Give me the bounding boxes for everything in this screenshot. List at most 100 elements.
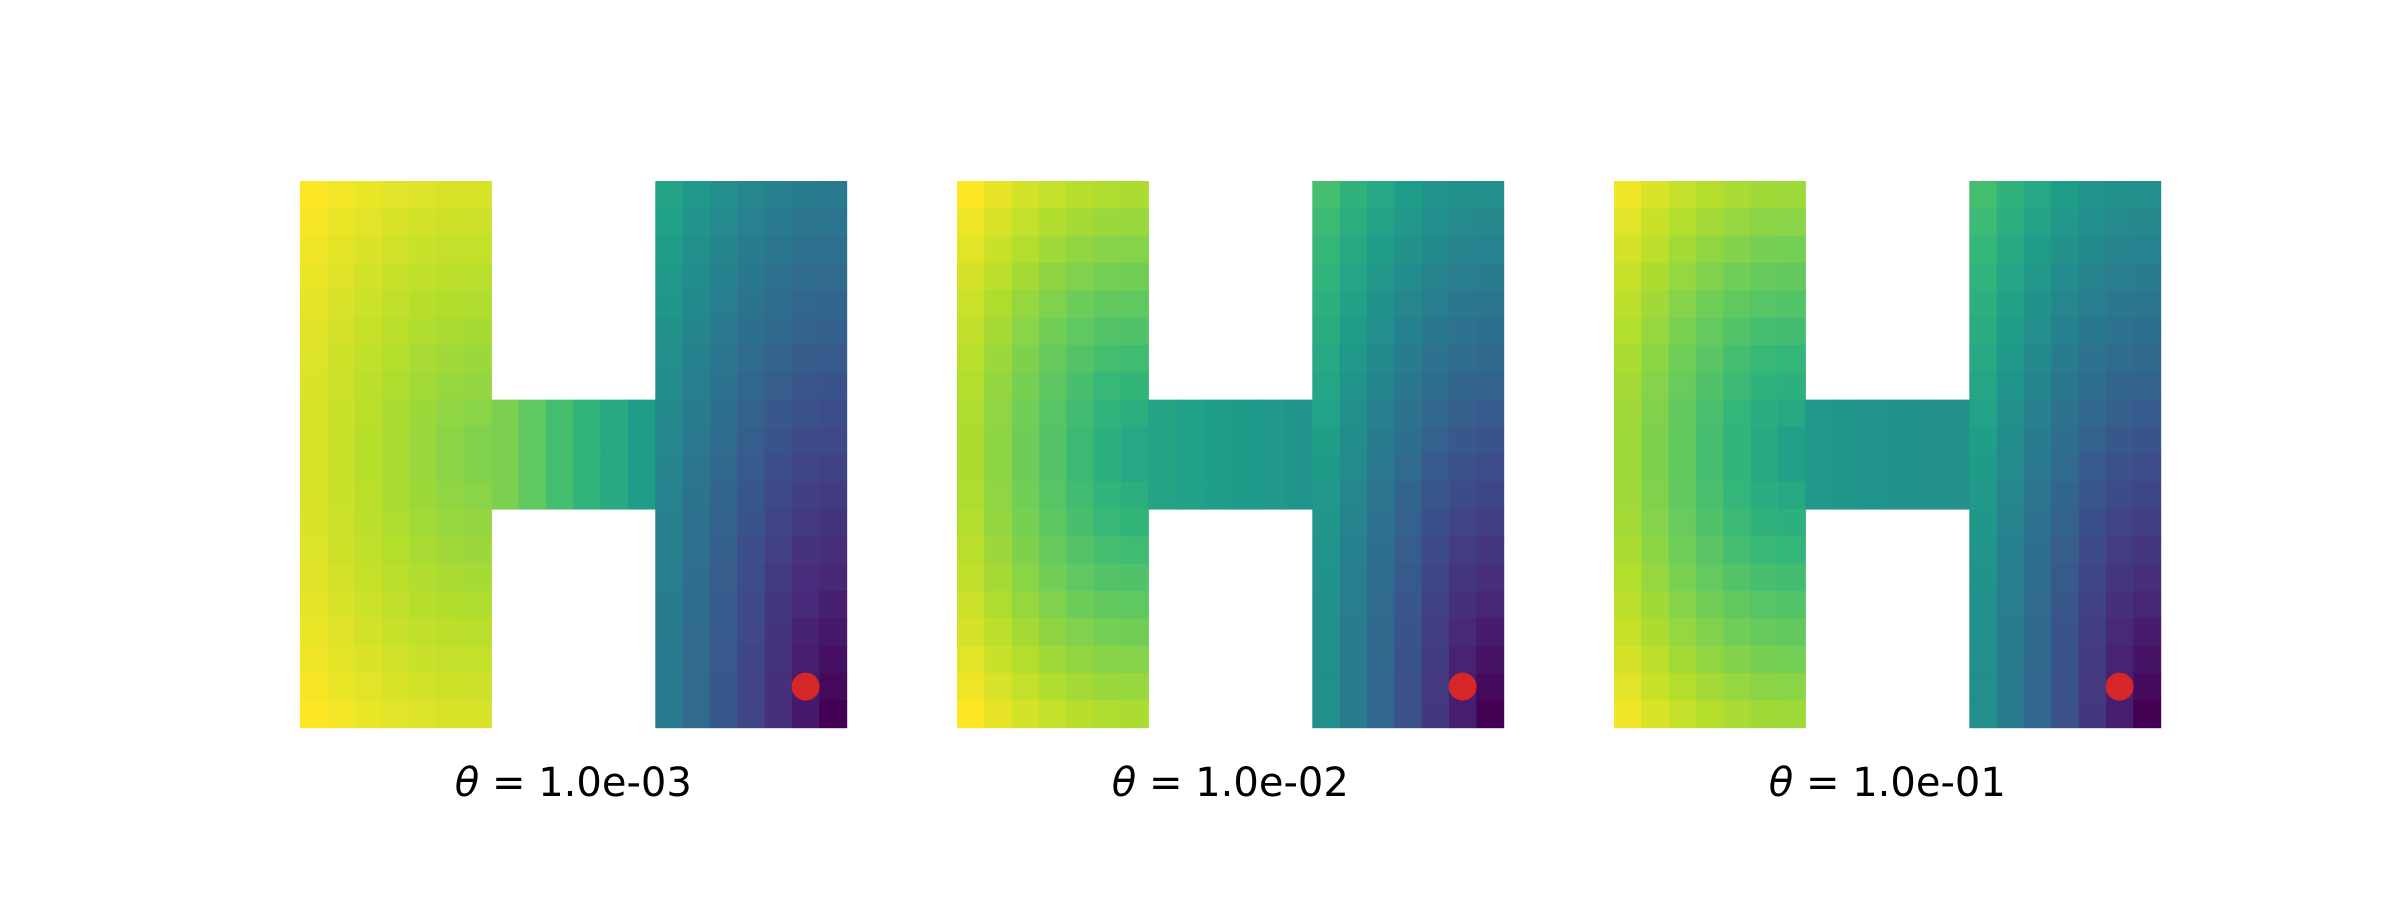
heatmap-cell bbox=[1668, 563, 1697, 592]
panel-caption: θ = 1.0e-02 bbox=[1112, 760, 1349, 806]
heatmap-cell bbox=[1969, 481, 1998, 510]
heatmap-cell bbox=[1421, 618, 1450, 647]
heatmap-cell bbox=[957, 290, 985, 319]
heatmap-cell bbox=[2023, 590, 2052, 619]
heatmap-cell bbox=[1448, 618, 1477, 647]
heatmap-cell bbox=[436, 344, 465, 373]
heatmap-cell bbox=[409, 317, 438, 346]
heatmap-cell bbox=[2105, 262, 2134, 291]
heatmap-cell bbox=[1394, 672, 1423, 701]
heatmap-cell bbox=[381, 317, 410, 346]
heatmap-cell bbox=[2023, 181, 2052, 209]
heatmap-cell bbox=[709, 454, 738, 483]
heatmap-cell bbox=[1777, 508, 1806, 537]
heatmap-cell bbox=[1312, 672, 1341, 701]
heatmap-cell bbox=[655, 454, 684, 483]
heatmap-cell bbox=[682, 672, 711, 701]
heatmap-cell bbox=[1093, 181, 1122, 209]
heatmap-cell bbox=[1614, 645, 1642, 674]
heatmap-cell bbox=[381, 536, 410, 565]
heatmap-cell bbox=[327, 590, 356, 619]
heatmap-cell bbox=[682, 454, 711, 483]
heatmap-cell bbox=[1093, 454, 1122, 483]
heatmap-cell bbox=[2023, 645, 2052, 674]
heatmap-cell bbox=[1120, 590, 1149, 619]
heatmap-cell bbox=[655, 481, 684, 510]
heatmap-cell bbox=[1695, 372, 1724, 401]
heatmap-cell bbox=[819, 372, 848, 401]
heatmap-cell bbox=[463, 426, 492, 455]
heatmap-cell bbox=[1996, 508, 2025, 537]
heatmap-cell bbox=[1038, 700, 1067, 729]
heatmap-cell bbox=[1038, 399, 1067, 428]
heatmap-cell bbox=[2078, 208, 2107, 237]
heatmap-cell bbox=[1969, 700, 1998, 729]
heatmap-cell bbox=[1366, 426, 1395, 455]
heatmap-cell bbox=[2023, 344, 2052, 373]
heatmap-cell bbox=[354, 590, 383, 619]
heatmap-cell bbox=[737, 290, 766, 319]
heatmap-cell bbox=[2078, 563, 2107, 592]
heatmap-cell bbox=[1011, 700, 1040, 729]
heatmap-cell bbox=[984, 672, 1013, 701]
heatmap-cell bbox=[1614, 508, 1642, 537]
heatmap-cell bbox=[1614, 618, 1642, 647]
heatmap-cell bbox=[1448, 508, 1477, 537]
heatmap-cell bbox=[463, 399, 492, 428]
heatmap-cell bbox=[1394, 372, 1423, 401]
heatmap-cell bbox=[1969, 290, 1998, 319]
heatmap-cell bbox=[2051, 262, 2080, 291]
heatmap-cell bbox=[1887, 481, 1916, 510]
heatmap-cell bbox=[1969, 344, 1998, 373]
heatmap-cell bbox=[1476, 317, 1505, 346]
heatmap-cell bbox=[1695, 645, 1724, 674]
heatmap-cell bbox=[436, 262, 465, 291]
heatmap-cell bbox=[300, 290, 328, 319]
heatmap-cell bbox=[436, 454, 465, 483]
heatmap-cell bbox=[709, 590, 738, 619]
heatmap-cell bbox=[984, 454, 1013, 483]
heatmap-cell bbox=[573, 481, 602, 510]
heatmap-cell bbox=[1777, 262, 1806, 291]
heatmap-cell bbox=[1695, 700, 1724, 729]
heatmap-cell bbox=[764, 181, 793, 209]
heatmap-cell bbox=[1448, 481, 1477, 510]
heatmap-cell bbox=[709, 290, 738, 319]
heatmap-cell bbox=[737, 181, 766, 209]
heatmap-cell bbox=[1996, 645, 2025, 674]
heatmap-cell bbox=[1750, 672, 1779, 701]
heatmap-cell bbox=[1668, 536, 1697, 565]
heatmap-cell bbox=[1202, 454, 1231, 483]
heatmap-cell bbox=[709, 399, 738, 428]
heatmap-cell bbox=[1038, 344, 1067, 373]
heatmap-cell bbox=[300, 508, 328, 537]
heatmap-cell bbox=[1614, 700, 1642, 729]
heatmap-cell bbox=[957, 508, 985, 537]
heatmap-cell bbox=[436, 645, 465, 674]
heatmap-cell bbox=[327, 208, 356, 237]
heatmap-cell bbox=[1202, 399, 1231, 428]
heatmap-cell bbox=[381, 426, 410, 455]
heatmap-cell bbox=[1312, 399, 1341, 428]
heatmap-cell bbox=[1996, 290, 2025, 319]
heatmap-cell bbox=[1448, 372, 1477, 401]
heatmap-cell bbox=[300, 454, 328, 483]
heatmap-cell bbox=[1066, 262, 1095, 291]
heatmap-cell bbox=[791, 508, 820, 537]
heatmap-cell bbox=[1202, 481, 1231, 510]
heatmap-cell bbox=[1996, 262, 2025, 291]
heatmap-cell bbox=[2051, 508, 2080, 537]
heatmap-cell bbox=[436, 536, 465, 565]
heatmap-cell bbox=[1448, 399, 1477, 428]
heatmap-cell bbox=[1394, 700, 1423, 729]
heatmap-cell bbox=[1476, 563, 1505, 592]
heatmap-cell bbox=[791, 536, 820, 565]
heatmap-cell bbox=[1120, 508, 1149, 537]
heatmap-cell bbox=[1120, 672, 1149, 701]
heatmap-cell bbox=[1366, 700, 1395, 729]
heatmap-cell bbox=[1476, 181, 1505, 209]
heatmap-cell bbox=[1066, 317, 1095, 346]
heatmap-cell bbox=[2051, 208, 2080, 237]
heatmap-cell bbox=[1421, 508, 1450, 537]
source-marker bbox=[791, 672, 820, 701]
